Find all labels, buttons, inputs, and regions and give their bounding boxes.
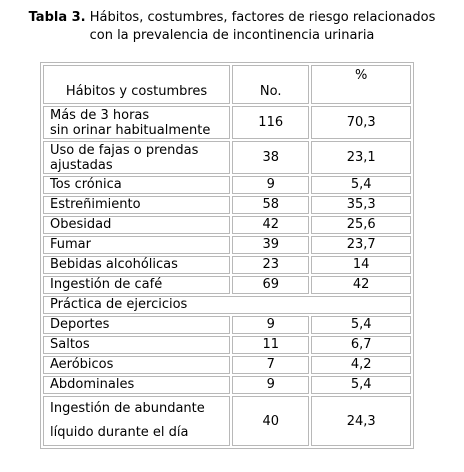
- row-number: 11: [232, 336, 310, 354]
- row-number: 58: [232, 196, 310, 214]
- caption-line-1: Tabla 3. Hábitos, costumbres, factores d…: [0, 9, 464, 27]
- row-number: 9: [232, 176, 310, 194]
- table-row: Estreñimiento 58 35,3: [43, 196, 411, 214]
- row-number: 9: [232, 316, 310, 334]
- table-row: Bebidas alcohólicas 23 14: [43, 256, 411, 274]
- row-number: 23: [232, 256, 310, 274]
- table-row: Aeróbicos 7 4,2: [43, 356, 411, 374]
- table-row: Tos crónica 9 5,4: [43, 176, 411, 194]
- row-percent: 4,2: [311, 356, 411, 374]
- row-label: Saltos: [43, 336, 231, 354]
- header-habits: Hábitos y costumbres: [43, 65, 231, 104]
- table-row: Uso de fajas o prendas ajustadas 38 23,1: [43, 141, 411, 174]
- row-percent: 5,4: [311, 176, 411, 194]
- header-number: No.: [232, 65, 310, 104]
- row-label: Bebidas alcohólicas: [43, 256, 231, 274]
- row-number: 39: [232, 236, 310, 254]
- table-section-row: Práctica de ejercicios: [43, 296, 411, 314]
- table-row: Saltos 11 6,7: [43, 336, 411, 354]
- section-label: Práctica de ejercicios: [43, 296, 411, 314]
- habits-table: Hábitos y costumbres No. % Más de 3 hora…: [40, 62, 414, 449]
- row-label: Estreñimiento: [43, 196, 231, 214]
- row-percent: 6,7: [311, 336, 411, 354]
- row-number: 42: [232, 216, 310, 234]
- row-percent: 25,6: [311, 216, 411, 234]
- row-label: Tos crónica: [43, 176, 231, 194]
- row-label: Ingestión de abundante líquido durante el…: [43, 396, 231, 446]
- row-label: Ingestión de café: [43, 276, 231, 294]
- row-number: 69: [232, 276, 310, 294]
- row-number: 40: [232, 396, 310, 446]
- header-percent: %: [311, 65, 411, 104]
- row-number: 116: [232, 106, 310, 139]
- row-label-line-2: ajustadas: [50, 157, 113, 173]
- row-label-line-2: líquido durante el día: [50, 425, 189, 440]
- table-row: Obesidad 42 25,6: [43, 216, 411, 234]
- table-row: Abdominales 9 5,4: [43, 376, 411, 394]
- row-percent: 14: [311, 256, 411, 274]
- row-number: 9: [232, 376, 310, 394]
- row-label: Deportes: [43, 316, 231, 334]
- row-label: Abdominales: [43, 376, 231, 394]
- row-label: Más de 3 horas sin orinar habitualmente: [43, 106, 231, 139]
- table-row: Ingestión de abundante líquido durante el…: [43, 396, 411, 446]
- row-label: Aeróbicos: [43, 356, 231, 374]
- row-label: Fumar: [43, 236, 231, 254]
- caption-title-part1: Hábitos, costumbres, factores de riesgo …: [89, 10, 436, 25]
- row-percent: 23,1: [311, 141, 411, 174]
- table-row: Más de 3 horas sin orinar habitualmente 1…: [43, 106, 411, 139]
- row-percent: 35,3: [311, 196, 411, 214]
- row-percent: 70,3: [311, 106, 411, 139]
- row-percent: 42: [311, 276, 411, 294]
- row-number: 7: [232, 356, 310, 374]
- row-percent: 5,4: [311, 316, 411, 334]
- row-label-line-2: sin orinar habitualmente: [50, 122, 211, 138]
- table-header-row: Hábitos y costumbres No. %: [43, 65, 411, 104]
- table-caption: Tabla 3. Hábitos, costumbres, factores d…: [0, 9, 464, 45]
- row-label-line-1: Ingestión de abundante: [50, 401, 205, 416]
- row-percent: 24,3: [311, 396, 411, 446]
- row-label-line-1: Uso de fajas o prendas: [50, 142, 199, 158]
- table-row: Deportes 9 5,4: [43, 316, 411, 334]
- caption-label: Tabla 3.: [28, 10, 86, 25]
- row-label: Obesidad: [43, 216, 231, 234]
- row-percent: 23,7: [311, 236, 411, 254]
- caption-line-2: con la prevalencia de incontinencia urin…: [89, 28, 375, 43]
- table-row: Ingestión de café 69 42: [43, 276, 411, 294]
- row-percent: 5,4: [311, 376, 411, 394]
- row-label: Uso de fajas o prendas ajustadas: [43, 141, 231, 174]
- row-label-line-1: Más de 3 horas: [50, 107, 150, 123]
- table-row: Fumar 39 23,7: [43, 236, 411, 254]
- row-number: 38: [232, 141, 310, 174]
